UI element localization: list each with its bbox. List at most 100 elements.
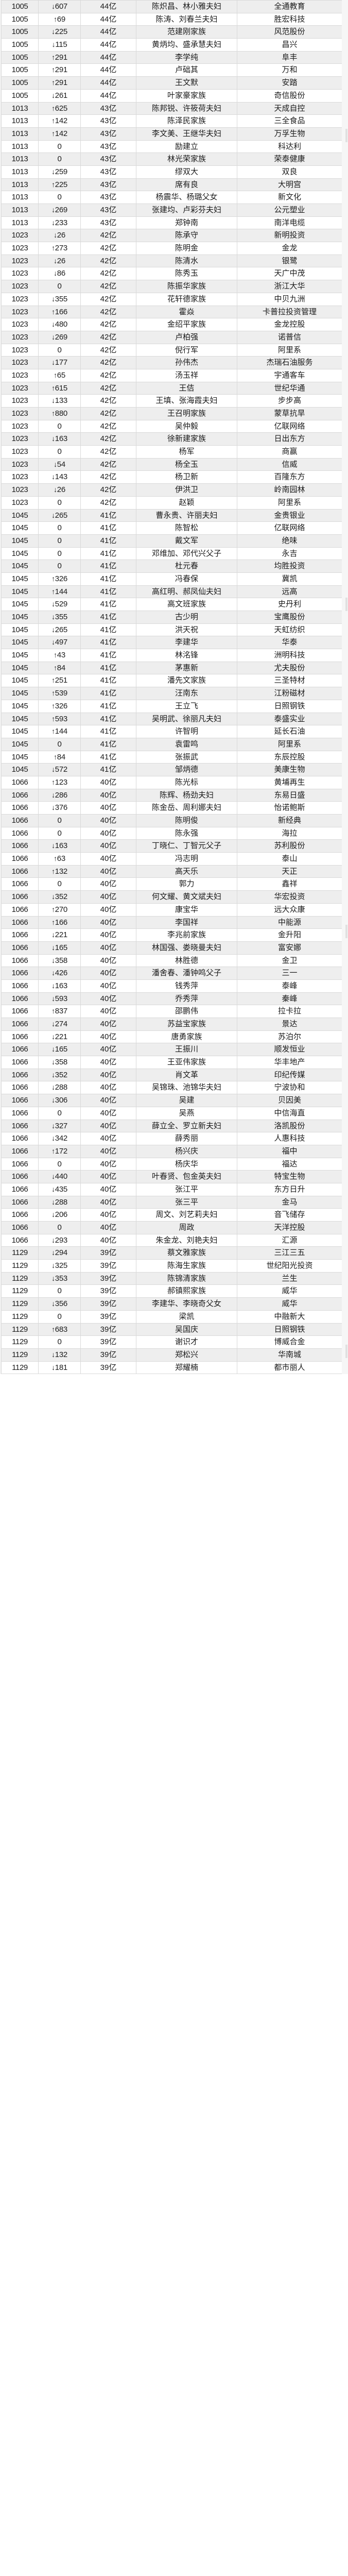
cell-company[interactable]: 阿里系 — [237, 343, 342, 357]
cell-company[interactable]: 泰盛实业 — [237, 712, 342, 726]
cell-person-name[interactable]: 孙伟杰 — [136, 356, 237, 369]
cell-person-name[interactable]: 李建华 — [136, 636, 237, 650]
cell-person-name[interactable]: 陈泽民家族 — [136, 114, 237, 128]
cell-company[interactable]: 音飞储存 — [237, 1208, 342, 1222]
cell-person-name[interactable]: 王亚伟家族 — [136, 1056, 237, 1069]
cell-company[interactable]: 贝因美 — [237, 1094, 342, 1107]
cell-person-name[interactable]: 钱秀萍 — [136, 979, 237, 993]
cell-person-name[interactable]: 王召明家族 — [136, 407, 237, 420]
cell-company[interactable]: 远大众康 — [237, 903, 342, 917]
cell-company[interactable]: 远高 — [237, 585, 342, 599]
cell-company[interactable]: 金龙 — [237, 242, 342, 255]
cell-person-name[interactable]: 卢础其 — [136, 63, 237, 77]
cell-person-name[interactable]: 杨卫新 — [136, 470, 237, 484]
cell-company[interactable]: 金龙控股 — [237, 318, 342, 331]
cell-company[interactable]: 拉卡拉 — [237, 1005, 342, 1018]
cell-company[interactable]: 科达利 — [237, 140, 342, 154]
cell-company[interactable]: 新文化 — [237, 191, 342, 204]
cell-person-name[interactable]: 周政 — [136, 1221, 237, 1234]
cell-person-name[interactable]: 陈振华家族 — [136, 280, 237, 293]
cell-company[interactable]: 华泰 — [237, 636, 342, 650]
cell-person-name[interactable]: 徐新建家族 — [136, 432, 237, 446]
cell-person-name[interactable]: 周文、刘艺莉夫妇 — [136, 1208, 237, 1222]
cell-company[interactable]: 黄埔再生 — [237, 775, 342, 789]
cell-company[interactable]: 福中 — [237, 1144, 342, 1158]
cell-company[interactable]: 三全食品 — [237, 114, 342, 128]
cell-person-name[interactable]: 陈光标 — [136, 775, 237, 789]
cell-company[interactable]: 均胜投资 — [237, 560, 342, 573]
cell-company[interactable]: 胜宏科技 — [237, 12, 342, 26]
cell-person-name[interactable]: 杨兴庆 — [136, 1144, 237, 1158]
cell-company[interactable]: 世纪阳光投资 — [237, 1259, 342, 1273]
table-row[interactable]: 1045 0 41亿 陈智松 亿联网络 — [1, 521, 342, 535]
cell-person-name[interactable]: 陈邦锐、许筱荷夫妇 — [136, 101, 237, 115]
cell-person-name[interactable]: 汪南东 — [136, 687, 237, 700]
cell-person-name[interactable]: 邹炳德 — [136, 763, 237, 776]
cell-company[interactable]: 都市丽人 — [237, 1361, 342, 1375]
cell-company[interactable]: 福达 — [237, 1157, 342, 1171]
cell-company[interactable]: 新经典 — [237, 814, 342, 827]
cell-company[interactable]: 三一 — [237, 967, 342, 980]
cell-person-name[interactable]: 叶春贤、包金英夫妇 — [136, 1170, 237, 1183]
cell-company[interactable]: 南洋电缆 — [237, 216, 342, 230]
cell-company[interactable]: 华宏投资 — [237, 890, 342, 904]
cell-company[interactable]: 商赢 — [237, 445, 342, 459]
cell-person-name[interactable]: 高文班家族 — [136, 598, 237, 611]
cell-person-name[interactable]: 古少明 — [136, 611, 237, 624]
table-row[interactable]: 1023 0 42亿 赵颖 阿里系 — [1, 496, 342, 510]
cell-company[interactable]: 岭南园林 — [237, 483, 342, 497]
cell-company[interactable]: 天洋控股 — [237, 1221, 342, 1234]
cell-company[interactable]: 卡普拉投资管理 — [237, 305, 342, 319]
cell-person-name[interactable]: 林胜德 — [136, 954, 237, 968]
cell-company[interactable]: 洲明科技 — [237, 649, 342, 662]
cell-person-name[interactable]: 茅惠新 — [136, 661, 237, 675]
cell-person-name[interactable]: 郑松兴 — [136, 1348, 237, 1362]
cell-company[interactable]: 泰峰 — [237, 979, 342, 993]
cell-person-name[interactable]: 陈清水 — [136, 254, 237, 268]
table-row[interactable]: 1013 0 43亿 林光荣家族 荣泰健康 — [1, 152, 342, 166]
cell-person-name[interactable]: 邵鹏伟 — [136, 1005, 237, 1018]
cell-person-name[interactable]: 范建刚家族 — [136, 25, 237, 39]
cell-company[interactable]: 奇信股份 — [237, 89, 342, 103]
cell-person-name[interactable]: 杜元春 — [136, 560, 237, 573]
cell-person-name[interactable]: 吴锦珠、池锦华夫妇 — [136, 1081, 237, 1095]
cell-company[interactable]: 美康生物 — [237, 763, 342, 776]
table-row[interactable]: 1023 0 42亿 陈振华家族 浙江大华 — [1, 280, 342, 293]
cell-person-name[interactable]: 何文耀、黄文斌夫妇 — [136, 890, 237, 904]
cell-company[interactable]: 汇源 — [237, 1233, 342, 1247]
cell-person-name[interactable]: 薛秀丽 — [136, 1132, 237, 1145]
cell-person-name[interactable]: 林光荣家族 — [136, 152, 237, 166]
cell-company[interactable]: 杰瑞石油服务 — [237, 356, 342, 369]
cell-person-name[interactable]: 李国祥 — [136, 916, 237, 929]
cell-company[interactable]: 威华 — [237, 1284, 342, 1298]
cell-person-name[interactable]: 励建立 — [136, 140, 237, 154]
cell-person-name[interactable]: 陈承守 — [136, 229, 237, 243]
cell-company[interactable]: 阿里系 — [237, 737, 342, 751]
cell-company[interactable]: 延长石油 — [237, 725, 342, 738]
cell-company[interactable]: 海拉 — [237, 826, 342, 840]
cell-company[interactable]: 日出东方 — [237, 432, 342, 446]
table-row[interactable]: 1066 0 40亿 陈永强 海拉 — [1, 826, 342, 840]
